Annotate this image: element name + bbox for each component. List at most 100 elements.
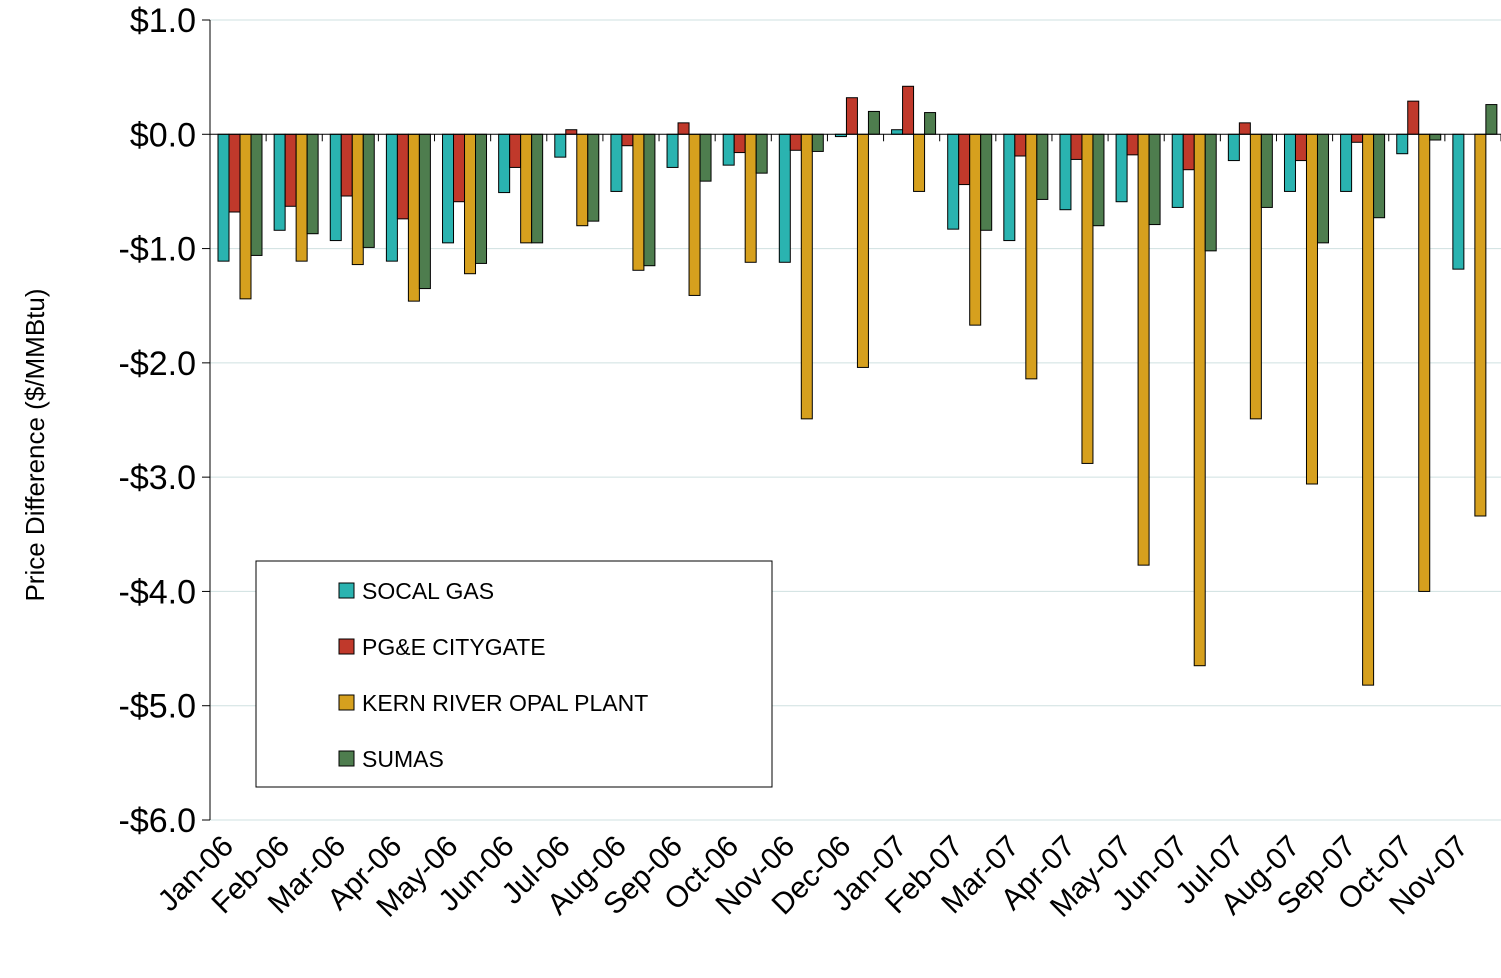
bar-sumas-mar-07 bbox=[1036, 133, 1049, 200]
bar-pg-e-citygate-oct-06 bbox=[733, 133, 746, 154]
bar-kern-river-opal-plant-oct-07 bbox=[1418, 133, 1431, 592]
bar-socal-gas-jun-07 bbox=[1171, 133, 1184, 208]
bar-socal-gas-sep-06 bbox=[666, 133, 679, 168]
bar-sumas-oct-06 bbox=[755, 133, 768, 174]
bar-socal-gas-aug-07 bbox=[1283, 133, 1296, 192]
bar-sumas-jun-06 bbox=[531, 133, 544, 244]
bar-kern-river-opal-plant-apr-06 bbox=[407, 133, 420, 302]
legend-swatch bbox=[338, 694, 355, 711]
axes bbox=[202, 19, 1501, 821]
bar-pg-e-citygate-jan-07 bbox=[902, 85, 915, 135]
y-tick-label: -$1.0 bbox=[119, 231, 197, 269]
bar-pg-e-citygate-jan-06 bbox=[228, 133, 241, 213]
bar-pg-e-citygate-dec-06 bbox=[845, 97, 858, 135]
y-tick-label: -$2.0 bbox=[119, 345, 197, 383]
bar-kern-river-opal-plant-aug-07 bbox=[1305, 133, 1318, 485]
bar-kern-river-opal-plant-feb-06 bbox=[295, 133, 308, 262]
bar-socal-gas-may-06 bbox=[442, 133, 455, 244]
bar-sumas-jul-06 bbox=[587, 133, 600, 222]
bar-pg-e-citygate-jun-07 bbox=[1182, 133, 1195, 171]
bar-kern-river-opal-plant-nov-06 bbox=[800, 133, 813, 420]
y-tick-label: -$3.0 bbox=[119, 459, 197, 497]
bar-pg-e-citygate-apr-06 bbox=[396, 133, 409, 220]
bar-pg-e-citygate-jul-06 bbox=[565, 129, 578, 135]
bar-sumas-aug-07 bbox=[1316, 133, 1329, 244]
bar-kern-river-opal-plant-jul-07 bbox=[1249, 133, 1262, 420]
legend-label: SOCAL GAS bbox=[362, 578, 494, 604]
bar-kern-river-opal-plant-aug-06 bbox=[632, 133, 645, 271]
legend-label: SUMAS bbox=[362, 746, 444, 772]
bar-sumas-jan-06 bbox=[250, 133, 263, 256]
bar-sumas-apr-07 bbox=[1092, 133, 1105, 227]
bar-sumas-nov-06 bbox=[811, 133, 824, 152]
bar-socal-gas-mar-06 bbox=[329, 133, 342, 242]
bar-socal-gas-jul-07 bbox=[1227, 133, 1240, 162]
bar-socal-gas-may-07 bbox=[1115, 133, 1128, 203]
bar-socal-gas-jul-06 bbox=[554, 133, 567, 158]
bar-kern-river-opal-plant-oct-06 bbox=[744, 133, 757, 263]
bar-pg-e-citygate-aug-06 bbox=[621, 133, 634, 147]
bar-kern-river-opal-plant-jun-07 bbox=[1193, 133, 1206, 667]
bar-kern-river-opal-plant-jan-07 bbox=[913, 133, 926, 192]
bar-socal-gas-sep-07 bbox=[1340, 133, 1353, 192]
bar-kern-river-opal-plant-may-07 bbox=[1137, 133, 1150, 566]
bar-sumas-sep-06 bbox=[699, 133, 712, 182]
legend-label: KERN RIVER OPAL PLANT bbox=[362, 690, 648, 716]
bar-pg-e-citygate-jun-06 bbox=[509, 133, 522, 168]
bar-socal-gas-jun-06 bbox=[498, 133, 511, 194]
bar-sumas-nov-07 bbox=[1485, 104, 1498, 135]
bar-kern-river-opal-plant-mar-07 bbox=[1025, 133, 1038, 380]
bar-kern-river-opal-plant-may-06 bbox=[464, 133, 477, 275]
bar-sumas-dec-06 bbox=[867, 110, 880, 135]
bar-pg-e-citygate-sep-06 bbox=[677, 122, 690, 135]
bar-sumas-jan-07 bbox=[924, 112, 937, 135]
bar-sumas-jun-07 bbox=[1204, 133, 1217, 252]
bar-sumas-may-07 bbox=[1148, 133, 1161, 226]
legend-swatch bbox=[338, 638, 355, 655]
bar-pg-e-citygate-nov-06 bbox=[789, 133, 802, 151]
bar-socal-gas-apr-06 bbox=[385, 133, 398, 262]
bar-pg-e-citygate-jul-07 bbox=[1238, 122, 1251, 135]
bar-socal-gas-oct-07 bbox=[1396, 133, 1409, 155]
legend-swatch bbox=[338, 750, 355, 767]
bar-sumas-aug-06 bbox=[643, 133, 656, 267]
y-tick-label: -$4.0 bbox=[119, 573, 197, 611]
legend-label: PG&E CITYGATE bbox=[362, 634, 546, 660]
bar-kern-river-opal-plant-jan-06 bbox=[239, 133, 252, 300]
bar-socal-gas-nov-06 bbox=[778, 133, 791, 263]
bar-pg-e-citygate-oct-07 bbox=[1407, 100, 1420, 135]
bar-pg-e-citygate-may-06 bbox=[453, 133, 466, 203]
bar-socal-gas-aug-06 bbox=[610, 133, 623, 192]
bar-socal-gas-jan-07 bbox=[891, 129, 904, 135]
bar-socal-gas-feb-07 bbox=[947, 133, 960, 230]
bar-pg-e-citygate-may-07 bbox=[1126, 133, 1139, 156]
bar-sumas-jul-07 bbox=[1260, 133, 1273, 208]
bar-kern-river-opal-plant-apr-07 bbox=[1081, 133, 1094, 464]
bar-sumas-apr-06 bbox=[418, 133, 431, 290]
bar-socal-gas-jan-06 bbox=[217, 133, 230, 262]
bar-pg-e-citygate-aug-07 bbox=[1294, 133, 1307, 162]
bar-sumas-mar-06 bbox=[362, 133, 375, 248]
y-tick-label: $1.0 bbox=[130, 2, 196, 40]
bar-kern-river-opal-plant-feb-07 bbox=[969, 133, 982, 326]
bar-kern-river-opal-plant-dec-06 bbox=[856, 133, 869, 368]
bar-socal-gas-nov-07 bbox=[1452, 133, 1465, 270]
bar-socal-gas-oct-06 bbox=[722, 133, 735, 166]
y-axis-label: Price Difference ($/MMBtu) bbox=[20, 288, 50, 601]
bar-sumas-feb-07 bbox=[980, 133, 993, 231]
legend-box bbox=[255, 560, 773, 788]
bar-pg-e-citygate-sep-07 bbox=[1351, 133, 1364, 143]
bar-kern-river-opal-plant-sep-06 bbox=[688, 133, 701, 296]
y-tick-label: -$6.0 bbox=[119, 802, 197, 840]
bar-kern-river-opal-plant-nov-07 bbox=[1474, 133, 1487, 517]
bar-sumas-may-06 bbox=[475, 133, 488, 264]
bar-kern-river-opal-plant-jul-06 bbox=[576, 133, 589, 227]
bar-pg-e-citygate-feb-07 bbox=[958, 133, 971, 186]
x-tick-labels: Jan-06Feb-06Mar-06Apr-06May-06Jun-06Jul-… bbox=[152, 830, 1475, 924]
bar-kern-river-opal-plant-mar-06 bbox=[351, 133, 364, 266]
bar-pg-e-citygate-apr-07 bbox=[1070, 133, 1083, 160]
bar-kern-river-opal-plant-sep-07 bbox=[1362, 133, 1375, 686]
bar-socal-gas-apr-07 bbox=[1059, 133, 1072, 211]
y-tick-label: -$5.0 bbox=[119, 688, 197, 726]
